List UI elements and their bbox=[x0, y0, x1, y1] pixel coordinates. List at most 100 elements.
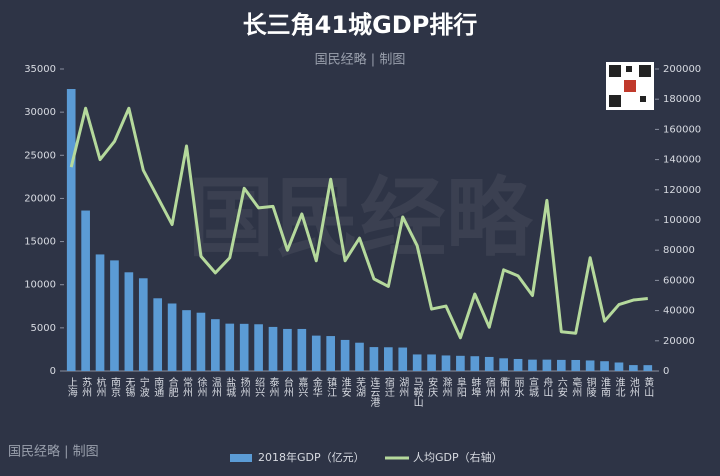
x-tick-label: 扬州 bbox=[238, 376, 250, 397]
x-tick-label: 宿州 bbox=[483, 376, 495, 397]
bar bbox=[297, 328, 307, 371]
bar bbox=[239, 323, 249, 371]
y2-tick-label: 200000 bbox=[663, 64, 701, 75]
y-tick-label: 25000 bbox=[24, 150, 56, 161]
x-tick-label: 泰州 bbox=[267, 376, 279, 397]
y2-tick-label: 180000 bbox=[663, 94, 701, 105]
bar bbox=[571, 359, 581, 371]
bar bbox=[153, 298, 163, 371]
x-tick-label: 嘉兴 bbox=[296, 376, 308, 398]
y2-tick-label: 80000 bbox=[663, 245, 695, 256]
x-tick-label: 衢州 bbox=[498, 377, 510, 397]
bar bbox=[81, 210, 90, 371]
bar bbox=[470, 356, 480, 371]
bar bbox=[484, 356, 494, 371]
y2-tick-label: 60000 bbox=[663, 275, 695, 286]
bar bbox=[384, 347, 393, 371]
y2-tick-label: 100000 bbox=[663, 215, 701, 226]
x-tick-label: 亳州 bbox=[570, 376, 582, 397]
bar bbox=[66, 89, 76, 372]
bar bbox=[499, 358, 508, 371]
bar bbox=[600, 361, 609, 371]
x-tick-label: 上海 bbox=[65, 377, 77, 398]
bar bbox=[412, 354, 422, 371]
x-tick-label: 阜阳 bbox=[454, 376, 466, 397]
x-tick-label: 蚌埠 bbox=[469, 377, 481, 398]
x-tick-label: 台州 bbox=[281, 376, 293, 397]
bar bbox=[398, 347, 408, 371]
bar bbox=[182, 310, 191, 371]
x-tick-label: 无锡 bbox=[123, 377, 135, 398]
y2-tick-label: 40000 bbox=[663, 306, 695, 317]
x-tick-label: 绍兴 bbox=[253, 376, 265, 398]
x-tick-label: 合肥 bbox=[166, 376, 178, 398]
y-tick-label: 35000 bbox=[24, 64, 56, 75]
x-tick-label: 湖州 bbox=[397, 377, 409, 397]
x-tick-label: 金华 bbox=[310, 376, 322, 398]
bar bbox=[456, 355, 465, 371]
bar bbox=[138, 278, 148, 371]
bar bbox=[556, 359, 566, 371]
x-tick-label: 六安 bbox=[555, 377, 567, 398]
credit: 国民经略 | 制图 bbox=[8, 444, 99, 460]
x-tick-label: 铜陵 bbox=[584, 377, 596, 398]
x-tick-label: 连云港 bbox=[368, 376, 380, 407]
bar bbox=[513, 358, 523, 371]
x-tick-label: 苏州 bbox=[80, 376, 92, 397]
bar bbox=[225, 323, 235, 371]
y-tick-label: 30000 bbox=[24, 107, 56, 118]
x-tick-label: 淮南 bbox=[599, 377, 611, 397]
x-tick-label: 杭州 bbox=[94, 376, 106, 397]
y-tick-label: 10000 bbox=[24, 280, 56, 291]
x-tick-label: 芜湖 bbox=[354, 376, 366, 398]
y-tick-label: 20000 bbox=[24, 193, 56, 204]
bar bbox=[110, 260, 119, 371]
x-tick-label: 徐州 bbox=[195, 376, 207, 397]
bar bbox=[254, 324, 263, 371]
bar bbox=[95, 254, 105, 371]
x-tick-label: 池州 bbox=[627, 376, 639, 397]
x-tick-label: 宣城 bbox=[526, 376, 538, 398]
bar bbox=[441, 355, 451, 371]
bar bbox=[427, 354, 436, 371]
bar bbox=[196, 312, 206, 371]
bar bbox=[355, 342, 364, 371]
x-tick-label: 淮安 bbox=[339, 377, 351, 398]
chart-title: 长三角41城GDP排行 bbox=[243, 11, 478, 39]
x-tick-label: 常州 bbox=[181, 376, 193, 397]
x-tick-label: 淮北 bbox=[613, 377, 625, 397]
x-tick-label: 舟山 bbox=[541, 376, 553, 397]
bar bbox=[528, 359, 537, 371]
bar bbox=[643, 365, 653, 371]
x-tick-label: 安庆 bbox=[426, 376, 438, 398]
bar bbox=[268, 326, 278, 371]
bar bbox=[369, 347, 379, 371]
x-tick-label: 丽水 bbox=[512, 377, 524, 397]
qr-code bbox=[606, 62, 654, 110]
watermark: 国民经略 bbox=[188, 168, 534, 268]
bar bbox=[311, 335, 321, 371]
subtitle: 国民经略 | 制图 bbox=[315, 52, 406, 68]
x-tick-label: 滁州 bbox=[440, 376, 452, 397]
y2-tick-label: 120000 bbox=[663, 185, 701, 196]
x-tick-label: 南通 bbox=[152, 376, 164, 397]
bar bbox=[585, 360, 595, 371]
bar bbox=[614, 362, 624, 371]
legend-label: 2018年GDP（亿元） bbox=[258, 450, 365, 464]
x-tick-label: 马鞍山 bbox=[411, 377, 423, 407]
y2-tick-label: 20000 bbox=[663, 336, 695, 347]
x-tick-label: 宁波 bbox=[137, 376, 149, 398]
legend-label: 人均GDP（右轴） bbox=[413, 450, 503, 464]
bar bbox=[542, 359, 552, 371]
bar bbox=[167, 303, 177, 371]
x-tick-label: 南京 bbox=[108, 376, 120, 398]
x-tick-label: 黄山 bbox=[642, 376, 654, 397]
y-tick-label: 15000 bbox=[24, 237, 56, 248]
bar bbox=[283, 328, 292, 371]
x-tick-label: 宿迁 bbox=[382, 376, 394, 397]
y-tick-label: 0 bbox=[50, 366, 56, 377]
y2-tick-label: 160000 bbox=[663, 124, 701, 135]
bar bbox=[629, 365, 638, 371]
bar bbox=[124, 272, 134, 371]
